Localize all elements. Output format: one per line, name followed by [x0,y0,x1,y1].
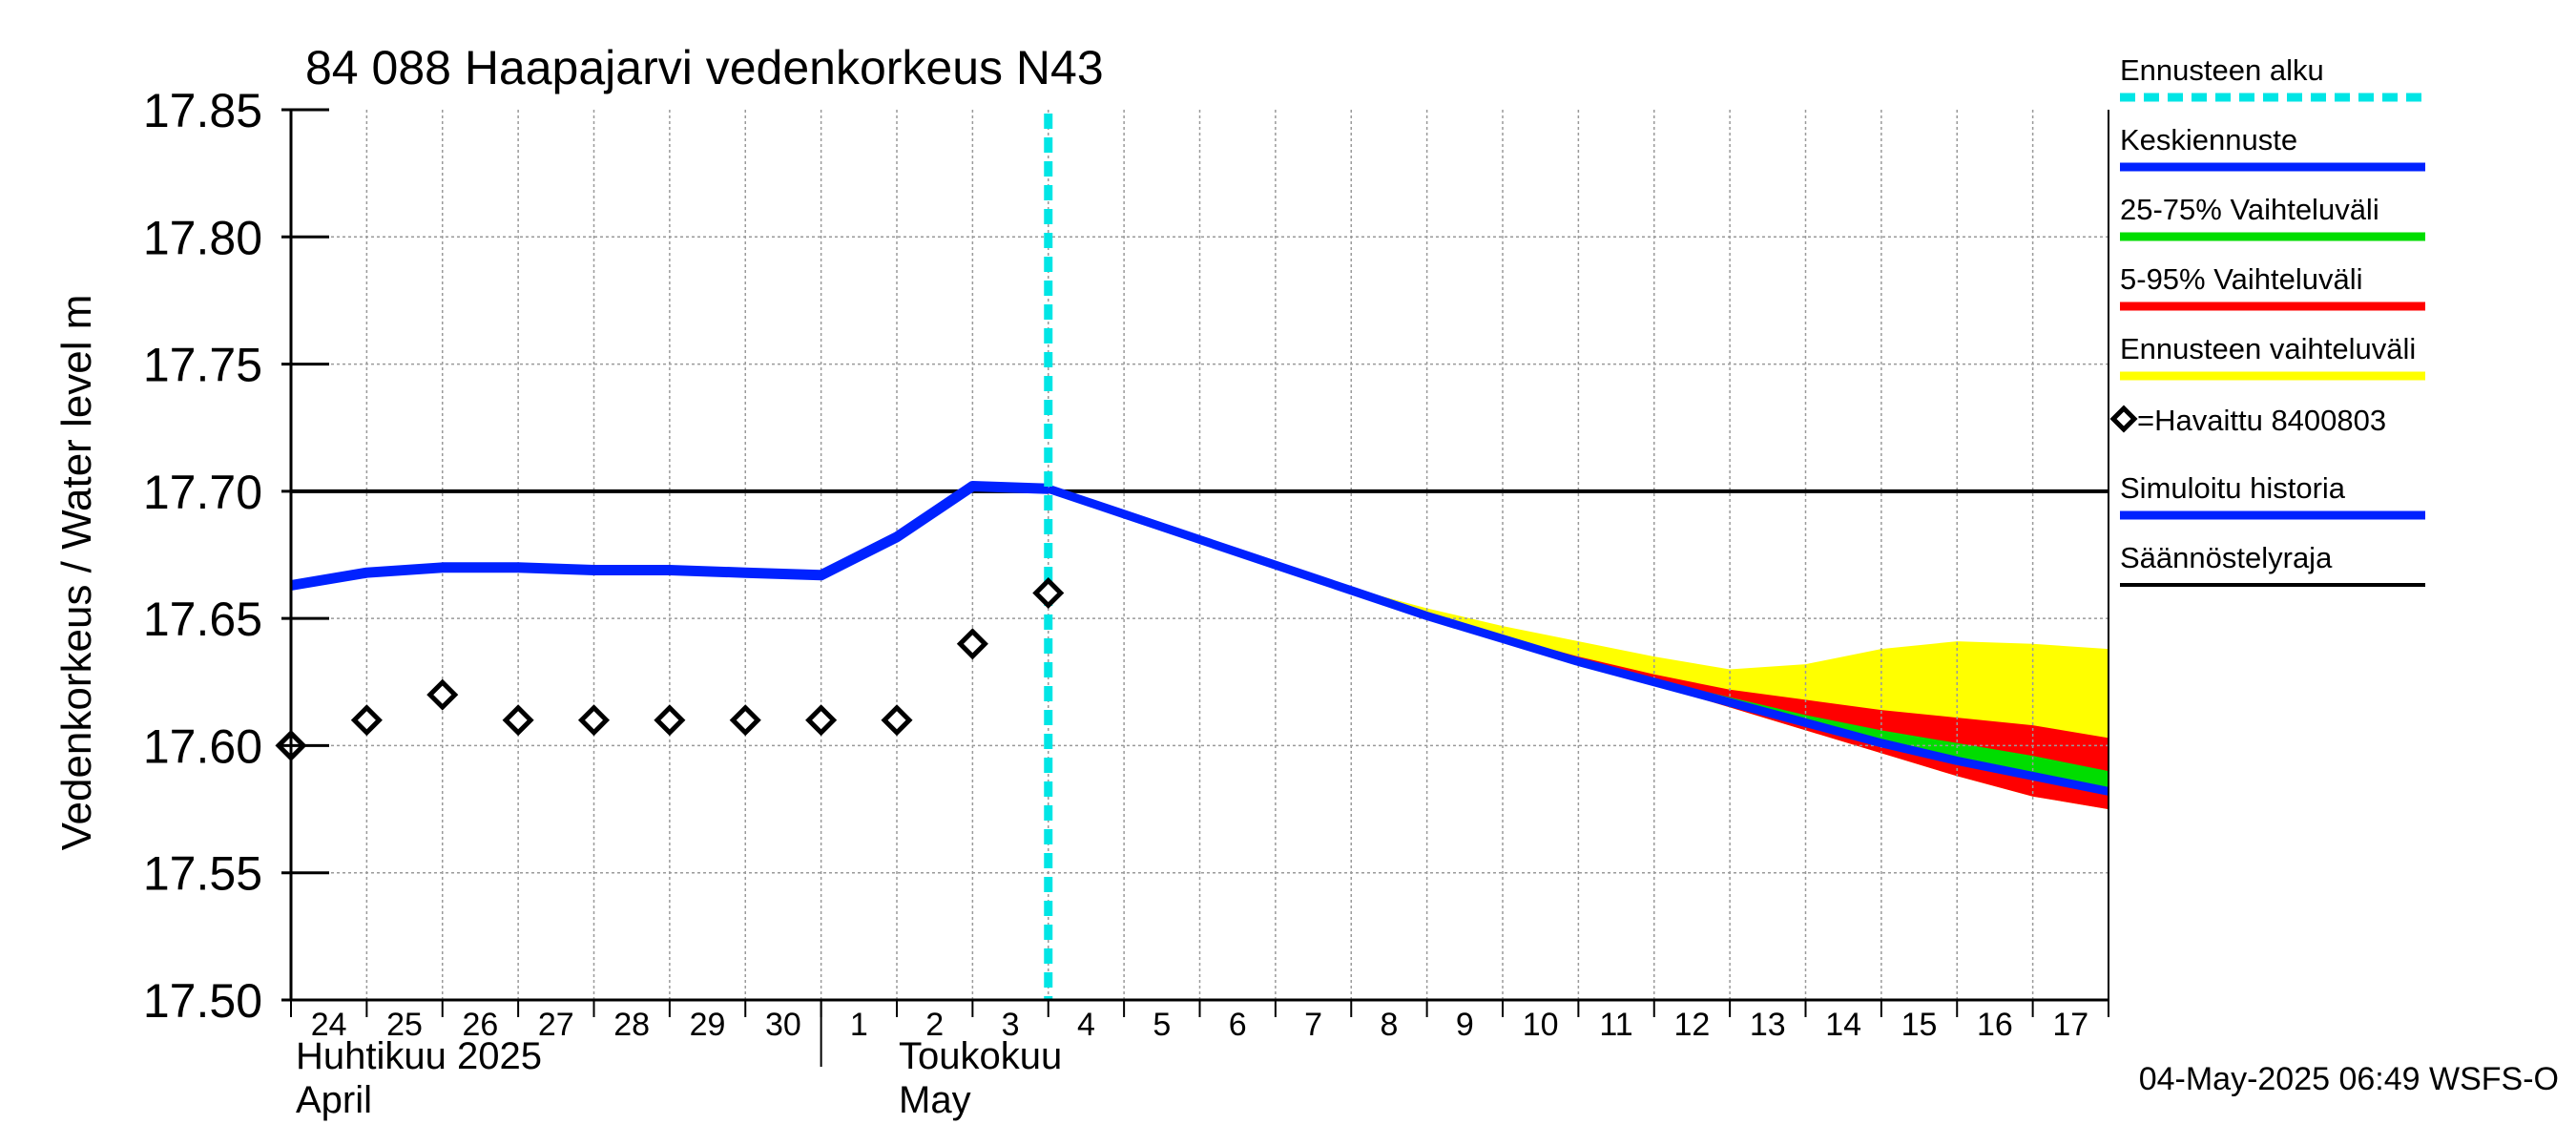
mean-forecast-line [1047,484,2109,796]
x-tick-label: 6 [1229,1007,1247,1043]
legend-label: Keskiennuste [2120,123,2297,156]
grid [291,110,2109,1000]
x-tick-label: 12 [1674,1007,1711,1043]
x-tick-label: 9 [1456,1007,1474,1043]
x-tick-label: 28 [613,1007,650,1043]
y-tick-label: 17.85 [143,84,262,137]
legend-label: Säännöstelyraja [2120,541,2333,574]
x-tick-label: 7 [1304,1007,1322,1043]
x-tick-label: 27 [538,1007,574,1043]
month-label-fi: Huhtikuu 2025 [296,1035,542,1077]
y-axis-label: Vedenkorkeus / Water level m [53,295,100,851]
legend-label: 25-75% Vaihteluväli [2120,193,2379,226]
observed-point [577,704,611,737]
legend-label: 5-95% Vaihteluväli [2120,262,2362,296]
y-tick-label: 17.55 [143,847,262,901]
y-tick-label: 17.70 [143,466,262,519]
legend-label: Ennusteen vaihteluväli [2120,332,2416,365]
observed-point [805,704,838,737]
x-tick-label: 17 [2052,1007,2088,1043]
observed-point [956,628,988,660]
x-tick-label: 4 [1077,1007,1095,1043]
axes: 17.85 17.80 17.75 17.70 17.65 17.60 17.55 17.50… [143,84,2109,1121]
legend-label: Simuloitu historia [2120,471,2346,505]
y-tick-label: 17.75 [143,339,262,392]
x-tick-label: 10 [1523,1007,1559,1043]
x-tick-label: 25 [386,1007,423,1043]
x-tick-label: 8 [1380,1007,1398,1043]
x-tick-label: 14 [1825,1007,1861,1043]
chart-title: 84 088 Haapajarvi vedenkorkeus N43 [305,41,1104,94]
legend-marker [2109,405,2138,433]
x-tick-label: 15 [1901,1007,1938,1043]
legend-label: Ennusteen alku [2120,53,2324,87]
x-tick-label: 26 [463,1007,499,1043]
y-tick-label: 17.50 [143,974,262,1028]
x-tick-label: 13 [1750,1007,1786,1043]
observed-point [654,704,686,737]
x-tick-label: 5 [1153,1007,1171,1043]
month-label-fi: Toukokuu [899,1035,1062,1077]
x-tick-label: 2 [925,1007,944,1043]
x-tick-label: 3 [1002,1007,1020,1043]
x-tick-label: 24 [311,1007,347,1043]
observed-point [881,704,913,737]
x-tick-label: 16 [1977,1007,2013,1043]
month-label-en: April [296,1079,372,1121]
observed-point [1032,576,1065,610]
x-tick-label: 30 [765,1007,801,1043]
month-label-en: May [899,1079,971,1121]
y-tick-label: 17.60 [143,719,262,773]
y-tick-label: 17.80 [143,211,262,264]
observed-point [350,704,383,737]
y-tick-label: 17.65 [143,593,262,646]
band-25-75 [1048,489,2109,795]
legend: Ennusteen alku Keskiennuste 25-75% Vaihtel… [2109,53,2425,587]
observed-point [502,704,534,737]
footer-timestamp: 04-May-2025 06:49 WSFS-O [2139,1061,2559,1097]
series [275,114,2109,1000]
x-tick-label: 11 [1599,1007,1632,1043]
observed-point [729,704,761,737]
observed-point [426,678,459,711]
simulated-history-line [290,481,1049,591]
x-tick-label: 1 [850,1007,868,1043]
x-tick-label: 29 [690,1007,726,1043]
legend-label: =Havaittu 8400803 [2137,404,2386,437]
